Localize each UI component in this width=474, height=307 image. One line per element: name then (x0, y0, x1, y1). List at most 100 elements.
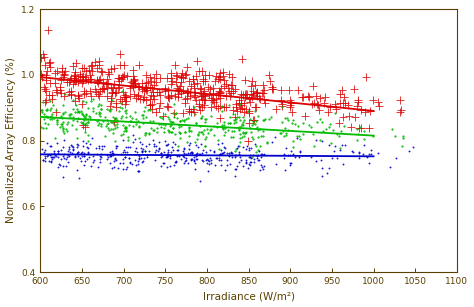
Point (149, 127, 156, 132)
Point (90, 157, 98, 162)
Point (173, 73, 181, 78)
Point (47, 159, 55, 164)
Point (240, 119, 247, 124)
Point (118, 132, 125, 137)
Point (237, 117, 244, 122)
Point (173, 154, 181, 159)
Point (204, 168, 212, 173)
Point (144, 87, 151, 92)
Point (201, 137, 209, 142)
Point (146, 107, 154, 112)
Point (164, 87, 172, 92)
Point (186, 126, 193, 130)
Point (198, 157, 206, 162)
Point (221, 129, 228, 134)
Point (46, 108, 53, 113)
Point (76, 72, 84, 77)
Point (74, 76, 82, 81)
Point (329, 127, 337, 132)
Point (259, 166, 267, 171)
Point (318, 173, 325, 178)
Point (396, 110, 403, 115)
Point (95, 58, 103, 63)
Point (236, 115, 243, 120)
Point (212, 74, 219, 79)
Point (157, 122, 164, 127)
Point (97, 123, 104, 128)
Point (251, 83, 259, 87)
Point (350, 150, 357, 155)
Point (47, 106, 55, 111)
Point (82, 91, 90, 95)
Point (231, 155, 238, 160)
Point (86, 116, 94, 121)
Point (248, 155, 255, 160)
Point (51, 136, 58, 141)
Point (104, 69, 111, 74)
Point (188, 150, 196, 155)
Point (121, 126, 129, 130)
Point (136, 84, 143, 89)
Point (146, 149, 153, 154)
Point (69, 82, 76, 87)
Point (141, 133, 148, 138)
Point (143, 97, 150, 102)
Point (57, 113, 65, 118)
Point (37, 55, 45, 60)
Point (254, 155, 261, 160)
Point (266, 78, 274, 83)
Point (217, 151, 225, 156)
Point (120, 147, 128, 152)
Point (256, 143, 264, 148)
Point (90, 153, 97, 158)
Point (286, 153, 294, 158)
Point (318, 138, 325, 143)
Point (81, 124, 88, 129)
Point (168, 129, 175, 134)
Point (195, 101, 202, 106)
Point (352, 114, 359, 119)
Point (114, 165, 121, 170)
Point (155, 145, 163, 150)
Point (109, 153, 117, 158)
Point (232, 167, 240, 172)
Point (198, 130, 206, 134)
Point (223, 151, 231, 156)
Point (324, 109, 332, 114)
Point (219, 108, 226, 113)
Point (61, 93, 68, 98)
Point (242, 157, 250, 162)
Point (280, 134, 288, 139)
Point (195, 129, 203, 134)
Point (122, 154, 129, 159)
Point (143, 130, 150, 135)
Point (165, 128, 173, 133)
Point (260, 88, 268, 93)
Point (91, 86, 99, 91)
Point (142, 88, 150, 93)
Point (117, 104, 124, 109)
Point (176, 130, 183, 135)
Point (255, 113, 262, 118)
Point (258, 91, 266, 95)
Point (174, 92, 182, 97)
Point (222, 94, 229, 99)
Point (188, 109, 195, 114)
Point (107, 106, 115, 111)
Point (222, 82, 230, 87)
Point (202, 135, 210, 140)
Point (73, 119, 81, 123)
Point (217, 152, 224, 157)
Point (72, 103, 80, 108)
Point (164, 153, 172, 158)
Point (60, 145, 67, 150)
Point (219, 70, 227, 75)
Point (139, 121, 147, 126)
Point (73, 78, 80, 83)
Point (112, 116, 120, 121)
Point (339, 100, 346, 105)
Point (163, 154, 171, 158)
Point (46, 80, 54, 85)
Point (125, 156, 133, 161)
Point (121, 150, 128, 155)
